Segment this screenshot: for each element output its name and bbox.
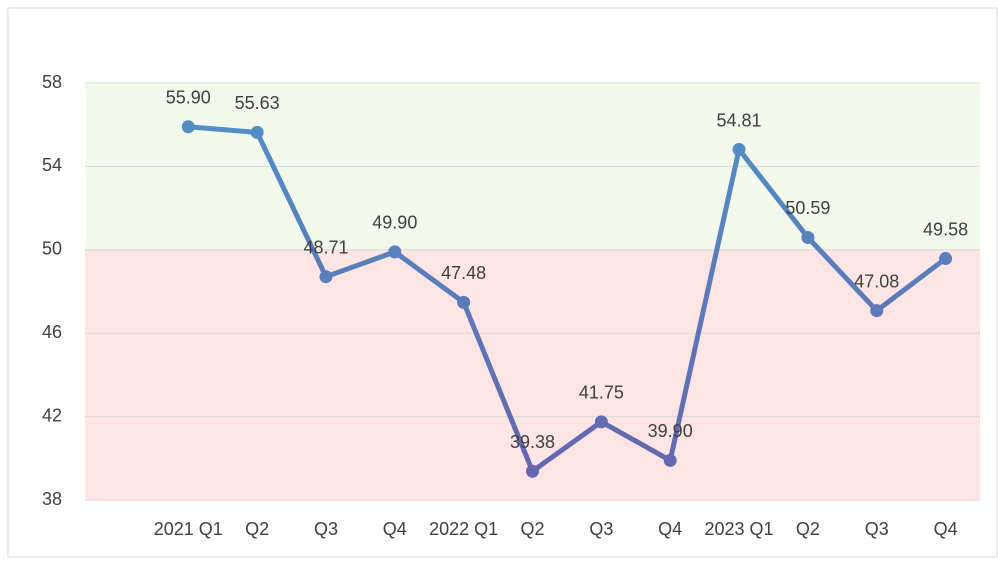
data-point (663, 453, 677, 467)
chart-frame (7, 7, 998, 558)
y-tick-label: 54 (42, 155, 62, 175)
band (85, 249, 980, 500)
data-point (732, 143, 746, 157)
data-point (457, 295, 471, 309)
data-label: 55.90 (166, 88, 211, 108)
x-tick-label: Q4 (934, 519, 958, 539)
y-tick-label: 42 (42, 405, 62, 425)
x-tick-label: Q3 (314, 519, 338, 539)
x-tick-label: Q4 (658, 519, 682, 539)
data-label: 39.38 (510, 432, 555, 452)
data-label: 47.08 (854, 271, 899, 291)
x-tick-label: 2023 Q1 (705, 519, 774, 539)
data-point (594, 415, 608, 429)
x-tick-label: 2021 Q1 (154, 519, 223, 539)
y-tick-label: 50 (42, 239, 62, 259)
x-tick-label: Q3 (865, 519, 889, 539)
x-tick-label: Q2 (520, 519, 544, 539)
data-label: 41.75 (579, 383, 624, 403)
data-point (388, 245, 402, 259)
x-tick-label: Q3 (589, 519, 613, 539)
data-label: 49.58 (923, 219, 968, 239)
x-tick-label: Q2 (796, 519, 820, 539)
data-point (181, 120, 195, 134)
data-label: 55.63 (235, 93, 280, 113)
data-label: 54.81 (717, 110, 762, 130)
data-label: 48.71 (303, 237, 348, 257)
x-tick-label: Q2 (245, 519, 269, 539)
y-tick-label: 46 (42, 322, 62, 342)
data-point (870, 304, 884, 318)
y-tick-label: 58 (42, 72, 62, 92)
data-point (939, 252, 953, 266)
data-point (319, 270, 333, 284)
data-label: 39.90 (648, 421, 693, 441)
series-line (188, 124, 948, 474)
data-label: 49.90 (372, 213, 417, 233)
data-point (250, 125, 264, 139)
data-point (526, 464, 539, 478)
x-tick-label: 2022 Q1 (429, 519, 498, 539)
x-tick-label: Q4 (383, 519, 407, 539)
data-point (801, 230, 815, 244)
y-tick-label: 38 (42, 489, 62, 509)
data-label: 50.59 (785, 198, 830, 218)
data-label: 47.48 (441, 263, 486, 283)
